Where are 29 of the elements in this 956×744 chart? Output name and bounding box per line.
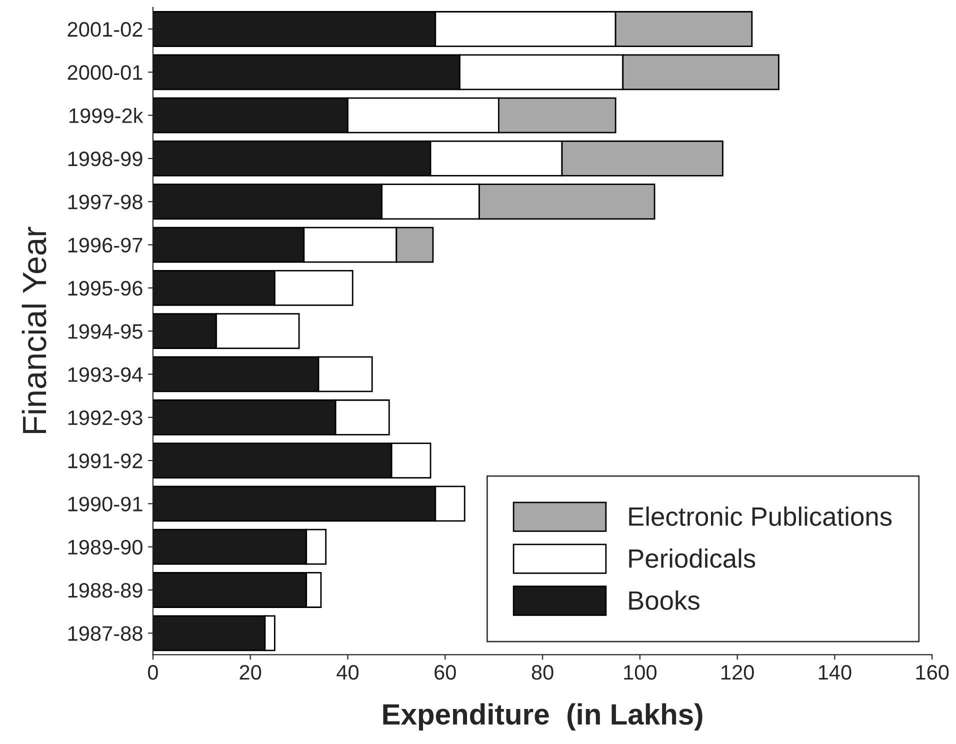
y-tick-label: 1990-91 (68, 496, 142, 512)
x-tick-label: 20 (240, 664, 262, 680)
x-tick-label: 120 (722, 664, 754, 680)
y-tick-label: 1996-97 (68, 238, 142, 253)
y-tick-label: 1999-2k (70, 108, 144, 124)
y-tick-label: 1997-98 (68, 194, 142, 210)
y-tick-label: 1992-93 (68, 410, 142, 426)
x-tick-label: 160 (916, 664, 949, 680)
y-axis-title: Financial Year (22, 226, 46, 434)
x-tick-label: 0 (148, 664, 158, 680)
legend-label: Electronic Publications (629, 506, 892, 526)
y-tick-label: 2000-01 (68, 65, 142, 80)
y-tick-label: 1994-95 (68, 324, 142, 339)
x-tick-label: 100 (624, 664, 656, 680)
y-tick-label: 1987-88 (68, 626, 142, 641)
y-tick-label: 1991-92 (68, 454, 142, 468)
y-tick-label: 2001-02 (68, 22, 142, 37)
x-tick-label: 80 (532, 664, 554, 680)
y-tick-label: 1988-89 (68, 582, 142, 598)
legend-label: Periodicals (629, 548, 756, 568)
x-tick-label: 60 (434, 664, 456, 680)
x-axis-title: Expenditure (in Lakhs) (383, 703, 702, 730)
x-tick-label: 140 (818, 664, 852, 680)
y-tick-label: 1993-94 (68, 367, 143, 382)
x-tick-label: 40 (336, 664, 359, 680)
y-tick-label: 1989-90 (68, 540, 142, 555)
y-tick-label: 1995-96 (68, 280, 142, 296)
y-tick-label: 1998-99 (68, 151, 142, 166)
legend-label: Books (629, 590, 700, 610)
